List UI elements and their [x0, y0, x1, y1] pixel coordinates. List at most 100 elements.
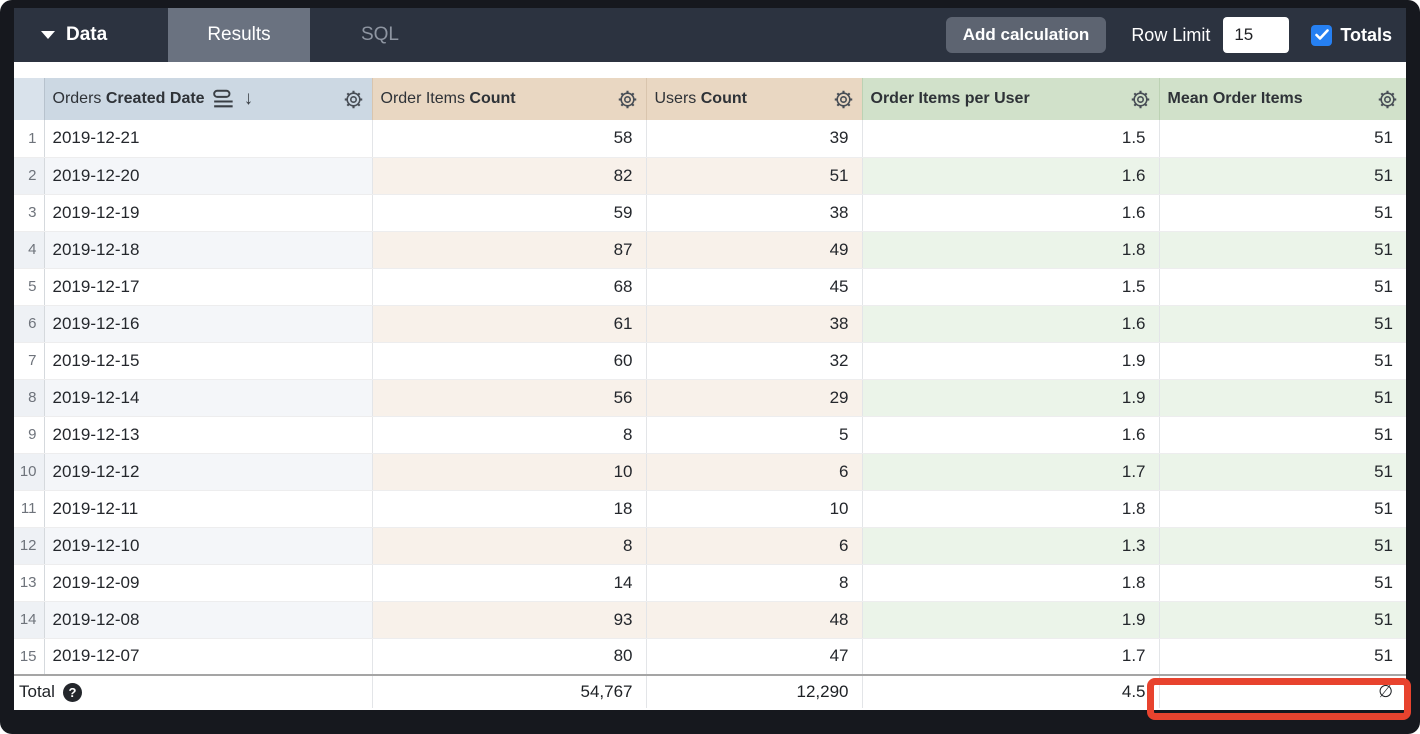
- date-cell: 2019-12-21: [44, 120, 372, 158]
- value-cell: 6: [645, 527, 862, 565]
- date-cell: 2019-12-07: [44, 638, 372, 676]
- value-cell: 51: [1158, 305, 1406, 343]
- column-header-users-count[interactable]: Users Count: [645, 78, 862, 120]
- table-body: 1 2019-12-21 58 39 1.5 51 2 2019-12-20 82 51 1.6 51…: [14, 120, 1406, 676]
- row-number: 12: [14, 527, 45, 565]
- value-cell: 8: [371, 416, 646, 454]
- value-cell: 51: [1158, 120, 1406, 158]
- value-cell: 6: [645, 453, 862, 491]
- column-header-label: Orders Created Date: [52, 90, 205, 107]
- row-limit-input[interactable]: [1223, 17, 1290, 53]
- value-cell: 8: [645, 564, 862, 602]
- value-cell: 1.6: [861, 305, 1159, 343]
- row-number: 10: [14, 453, 45, 491]
- totals-label: Totals: [1340, 24, 1392, 45]
- row-number: 13: [14, 564, 45, 602]
- table-row: 8 2019-12-14 56 29 1.9 51: [14, 379, 1406, 417]
- check-icon: [1315, 29, 1329, 40]
- column-header-orders-created-date[interactable]: Orders Created Date ↓: [44, 78, 372, 120]
- date-cell: 2019-12-09: [44, 564, 372, 602]
- value-cell: 51: [1158, 342, 1406, 380]
- total-order-items-count: 54,767: [371, 674, 646, 708]
- date-cell: 2019-12-20: [44, 157, 372, 195]
- table-row: 14 2019-12-08 93 48 1.9 51: [14, 601, 1406, 639]
- value-cell: 47: [645, 638, 862, 676]
- table-row: 4 2019-12-18 87 49 1.8 51: [14, 231, 1406, 269]
- date-cell: 2019-12-08: [44, 601, 372, 639]
- column-header-label: Mean Order Items: [1167, 90, 1303, 107]
- data-section-label: Data: [66, 24, 108, 45]
- date-cell: 2019-12-14: [44, 379, 372, 417]
- value-cell: 1.5: [861, 268, 1159, 306]
- add-calculation-button[interactable]: Add calculation: [945, 17, 1107, 53]
- date-cell: 2019-12-11: [44, 490, 372, 528]
- value-cell: 1.7: [861, 453, 1159, 491]
- table-row: 3 2019-12-19 59 38 1.6 51: [14, 194, 1406, 232]
- column-header-order-items-count[interactable]: Order Items Count: [371, 78, 646, 120]
- table-row: 2 2019-12-20 82 51 1.6 51: [14, 157, 1406, 195]
- tab-results[interactable]: Results: [168, 8, 310, 62]
- date-group-icon[interactable]: [212, 89, 236, 109]
- value-cell: 80: [371, 638, 646, 676]
- value-cell: 18: [371, 490, 646, 528]
- value-cell: 87: [371, 231, 646, 269]
- row-number: 7: [14, 342, 45, 380]
- value-cell: 51: [645, 157, 862, 195]
- help-icon[interactable]: ?: [62, 682, 82, 702]
- row-number: 15: [14, 638, 45, 676]
- value-cell: 51: [1158, 194, 1406, 232]
- value-cell: 59: [371, 194, 646, 232]
- value-cell: 10: [371, 453, 646, 491]
- value-cell: 51: [1158, 416, 1406, 454]
- table-row: 13 2019-12-09 14 8 1.8 51: [14, 564, 1406, 602]
- value-cell: 10: [645, 490, 862, 528]
- gear-icon[interactable]: [1130, 89, 1151, 110]
- row-number: 4: [14, 231, 45, 269]
- table-row: 7 2019-12-15 60 32 1.9 51: [14, 342, 1406, 380]
- value-cell: 82: [371, 157, 646, 195]
- gear-icon[interactable]: [343, 89, 364, 110]
- row-number-header: [14, 78, 45, 120]
- value-cell: 1.9: [861, 342, 1159, 380]
- value-cell: 51: [1158, 379, 1406, 417]
- row-number: 5: [14, 268, 45, 306]
- results-panel: Orders Created Date ↓: [14, 62, 1406, 710]
- column-header-order-items-per-user[interactable]: Order Items per User: [861, 78, 1159, 120]
- value-cell: 1.9: [861, 379, 1159, 417]
- date-cell: 2019-12-19: [44, 194, 372, 232]
- value-cell: 51: [1158, 601, 1406, 639]
- date-cell: 2019-12-18: [44, 231, 372, 269]
- date-cell: 2019-12-17: [44, 268, 372, 306]
- value-cell: 51: [1158, 527, 1406, 565]
- gear-icon[interactable]: [833, 89, 854, 110]
- data-section-toggle[interactable]: Data: [14, 8, 168, 62]
- row-number: 6: [14, 305, 45, 343]
- totals-checkbox[interactable]: [1311, 24, 1333, 46]
- column-header-mean-order-items[interactable]: Mean Order Items: [1158, 78, 1406, 120]
- value-cell: 68: [371, 268, 646, 306]
- value-cell: 51: [1158, 564, 1406, 602]
- value-cell: 1.6: [861, 157, 1159, 195]
- date-cell: 2019-12-16: [44, 305, 372, 343]
- gear-icon[interactable]: [1377, 89, 1398, 110]
- date-cell: 2019-12-13: [44, 416, 372, 454]
- tab-sql[interactable]: SQL: [360, 24, 400, 45]
- value-cell: 60: [371, 342, 646, 380]
- column-header-label: Order Items Count: [380, 90, 516, 107]
- value-cell: 8: [371, 527, 646, 565]
- value-cell: 38: [645, 194, 862, 232]
- table-row: 1 2019-12-21 58 39 1.5 51: [14, 120, 1406, 158]
- table-row: 9 2019-12-13 8 5 1.6 51: [14, 416, 1406, 454]
- value-cell: 1.8: [861, 564, 1159, 602]
- total-mean-order-items: ∅: [1158, 674, 1406, 708]
- row-number: 3: [14, 194, 45, 232]
- sort-descending-icon[interactable]: ↓: [243, 88, 254, 109]
- value-cell: 1.9: [861, 601, 1159, 639]
- gear-icon[interactable]: [617, 89, 638, 110]
- table-row: 12 2019-12-10 8 6 1.3 51: [14, 527, 1406, 565]
- row-limit-label: Row Limit: [1131, 24, 1211, 45]
- row-number: 14: [14, 601, 45, 639]
- value-cell: 1.3: [861, 527, 1159, 565]
- row-number: 8: [14, 379, 45, 417]
